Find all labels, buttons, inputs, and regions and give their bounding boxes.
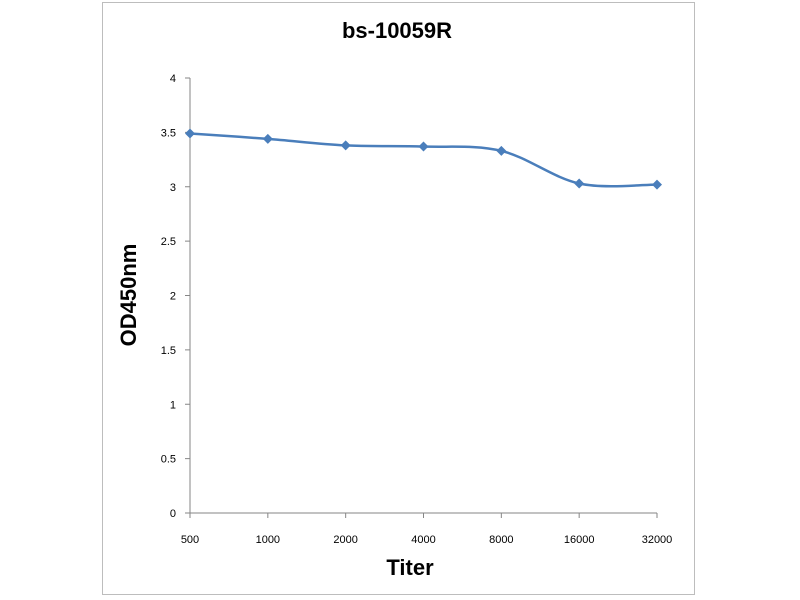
x-tick-label: 8000 <box>489 534 513 546</box>
data-point-marker <box>340 140 351 151</box>
data-point-marker <box>262 133 273 144</box>
x-tick-label: 1000 <box>256 534 280 546</box>
y-tick-label: 1.5 <box>161 345 176 357</box>
y-tick-label: 3.5 <box>161 127 176 139</box>
x-tick-label: 32000 <box>642 534 673 546</box>
series-line <box>189 132 658 188</box>
y-tick-label: 2.5 <box>161 236 176 248</box>
series-group <box>185 128 662 190</box>
y-axis-ticks: 0 0.5 1 1.5 2 2.5 3 3.5 4 <box>161 73 190 520</box>
chart-title: bs-10059R <box>342 18 452 43</box>
x-tick-label: 4000 <box>411 534 435 546</box>
x-axis-title: Titer <box>386 555 434 580</box>
data-point-marker <box>652 179 662 190</box>
data-point-marker <box>496 145 507 156</box>
x-axis-ticks: 500 1000 2000 4000 8000 16000 32000 <box>181 513 672 546</box>
chart-frame <box>102 2 695 595</box>
y-tick-label: 2 <box>170 291 176 303</box>
y-tick-label: 4 <box>170 73 176 85</box>
y-tick-label: 0 <box>170 508 176 520</box>
x-tick-label: 2000 <box>333 534 357 546</box>
y-tick-label: 0.5 <box>161 454 176 466</box>
data-point-marker <box>418 141 429 152</box>
x-tick-label: 16000 <box>564 534 595 546</box>
y-axis-title: OD450nm <box>116 244 141 347</box>
y-tick-label: 3 <box>170 182 176 194</box>
y-tick-label: 1 <box>170 399 176 411</box>
x-tick-label: 500 <box>181 534 199 546</box>
data-point-marker <box>574 178 585 189</box>
data-point-marker <box>185 128 195 139</box>
